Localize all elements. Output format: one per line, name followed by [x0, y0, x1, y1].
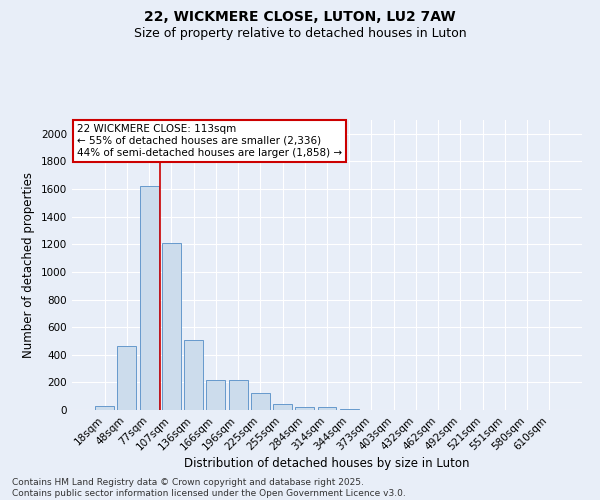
Y-axis label: Number of detached properties: Number of detached properties — [22, 172, 35, 358]
Bar — [184, 340, 203, 410]
Bar — [206, 380, 225, 410]
X-axis label: Distribution of detached houses by size in Luton: Distribution of detached houses by size … — [184, 458, 470, 470]
Bar — [140, 186, 158, 410]
Text: Size of property relative to detached houses in Luton: Size of property relative to detached ho… — [134, 28, 466, 40]
Text: 22 WICKMERE CLOSE: 113sqm
← 55% of detached houses are smaller (2,336)
44% of se: 22 WICKMERE CLOSE: 113sqm ← 55% of detac… — [77, 124, 342, 158]
Bar — [317, 407, 337, 410]
Bar — [273, 404, 292, 410]
Bar — [229, 380, 248, 410]
Bar — [162, 243, 181, 410]
Bar — [251, 392, 270, 410]
Text: 22, WICKMERE CLOSE, LUTON, LU2 7AW: 22, WICKMERE CLOSE, LUTON, LU2 7AW — [144, 10, 456, 24]
Bar — [295, 406, 314, 410]
Bar — [340, 408, 359, 410]
Text: Contains HM Land Registry data © Crown copyright and database right 2025.
Contai: Contains HM Land Registry data © Crown c… — [12, 478, 406, 498]
Bar — [118, 346, 136, 410]
Bar — [95, 406, 114, 410]
